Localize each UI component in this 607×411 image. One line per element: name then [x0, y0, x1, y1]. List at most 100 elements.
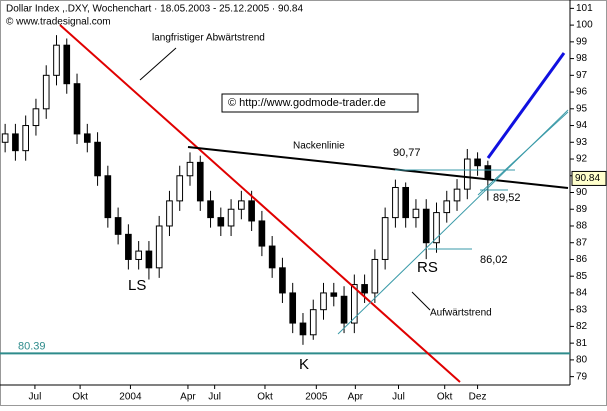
y-tick-label: 94: [576, 120, 588, 131]
callout-line: [411, 291, 431, 311]
source: © www.tradesignal.com: [6, 17, 111, 28]
chart-title: Dollar Index ,.DXY, Wochenchart · 18.05.…: [6, 4, 303, 15]
uptrend-line-2: [477, 111, 569, 196]
candle-body: [114, 217, 122, 235]
candle-body: [361, 284, 368, 294]
price-box: [571, 170, 607, 186]
y-tick-label: 89: [576, 204, 588, 215]
annotation: 89,52: [493, 192, 521, 204]
candle-body: [63, 44, 71, 85]
y-tick-label: 93: [576, 137, 588, 148]
candle-body: [238, 200, 245, 210]
y-tick-label: 81: [576, 338, 588, 349]
candle-body: [309, 309, 317, 336]
y-tick-label: 97: [576, 70, 588, 81]
candle-body: [83, 133, 91, 143]
y-tick-label: 80: [576, 355, 588, 366]
y-tick-label: 87: [576, 237, 588, 248]
candle-body: [166, 200, 173, 227]
y-tick-label: 84: [576, 288, 588, 299]
candle-body: [320, 292, 327, 311]
candle-body: [104, 175, 112, 219]
candle-body: [42, 74, 50, 110]
candle-body: [463, 158, 471, 190]
candle-body: [217, 217, 225, 227]
annotation: langfristiger Abwärtstrend: [152, 33, 265, 44]
annotation: K: [299, 356, 309, 373]
candle-body: [484, 165, 492, 179]
y-tick-label: 98: [576, 53, 588, 64]
y-tick-label: 100: [576, 20, 593, 31]
candle-body: [371, 258, 379, 294]
annotation: 86,02: [480, 254, 508, 266]
candle-body: [12, 133, 19, 152]
x-tick-label: Apr: [348, 392, 364, 403]
y-tick-label: 90: [576, 187, 588, 198]
x-tick-label: 2005: [305, 392, 328, 403]
candle-body: [196, 161, 204, 202]
candle-body: [207, 200, 214, 219]
annotation: LS: [128, 277, 146, 294]
support-label: 80.39: [18, 340, 46, 352]
y-tick-label: 83: [576, 304, 588, 315]
x-tick-label: Jul: [29, 392, 42, 403]
candle-body: [32, 108, 40, 127]
candle-body: [186, 161, 194, 177]
annotation: RS: [417, 259, 438, 276]
candle-body: [433, 212, 440, 244]
annotation: Nackenlinie: [293, 141, 345, 152]
candle-body: [22, 125, 29, 152]
candle-body: [392, 186, 399, 219]
candle-body: [443, 200, 451, 214]
candle-body: [412, 208, 420, 219]
candle-body: [340, 295, 348, 324]
candle-body: [155, 225, 163, 269]
candle-body: [145, 250, 153, 269]
candle-body: [73, 83, 81, 135]
y-tick-label: 82: [576, 321, 588, 332]
candle-body: [299, 322, 307, 336]
y-tick-label: 86: [576, 254, 588, 265]
candle-body: [422, 208, 430, 244]
candle-body: [279, 267, 286, 294]
candle-body: [176, 175, 184, 202]
y-tick-label: 99: [576, 36, 588, 47]
annotation: Aufwärtstrend: [430, 308, 492, 319]
watermark: © http://www.godmode-trader.de: [228, 97, 386, 109]
candle-body: [227, 208, 235, 227]
candle-body: [135, 250, 142, 260]
candle-body: [53, 44, 60, 76]
y-tick-label: 95: [576, 103, 588, 114]
y-tick-label: 88: [576, 221, 588, 232]
candle-body: [94, 141, 101, 177]
marks: [0, 35, 570, 355]
callout-line: [139, 47, 177, 81]
neckline: [187, 146, 569, 189]
watermark-box: [221, 93, 419, 113]
candle-body: [474, 158, 481, 167]
downtrend-line: [59, 24, 461, 383]
candle-body: [289, 292, 297, 324]
candle-body: [1, 133, 9, 143]
y-tick-label: 96: [576, 87, 588, 98]
y-tick-label: 79: [576, 371, 588, 382]
candle-body: [248, 200, 255, 222]
x-tick-label: Apr: [180, 392, 196, 403]
candle-body: [330, 292, 338, 297]
x-tick-label: Dez: [469, 392, 487, 403]
candle-body: [453, 188, 461, 202]
x-tick-label: Jul: [208, 392, 221, 403]
y-tick-label: 85: [576, 271, 588, 282]
annotation: 90,77: [393, 147, 421, 159]
y-tick-label: 101: [576, 3, 593, 14]
x-tick-label: Jul: [392, 392, 405, 403]
candle-body: [125, 233, 132, 260]
candle-body: [258, 220, 266, 247]
candle-body: [268, 245, 276, 269]
x-tick-label: Okt: [257, 392, 273, 403]
price-box-label: 90.84: [575, 173, 600, 184]
x-tick-label: Okt: [437, 392, 453, 403]
candle-body: [402, 186, 409, 219]
